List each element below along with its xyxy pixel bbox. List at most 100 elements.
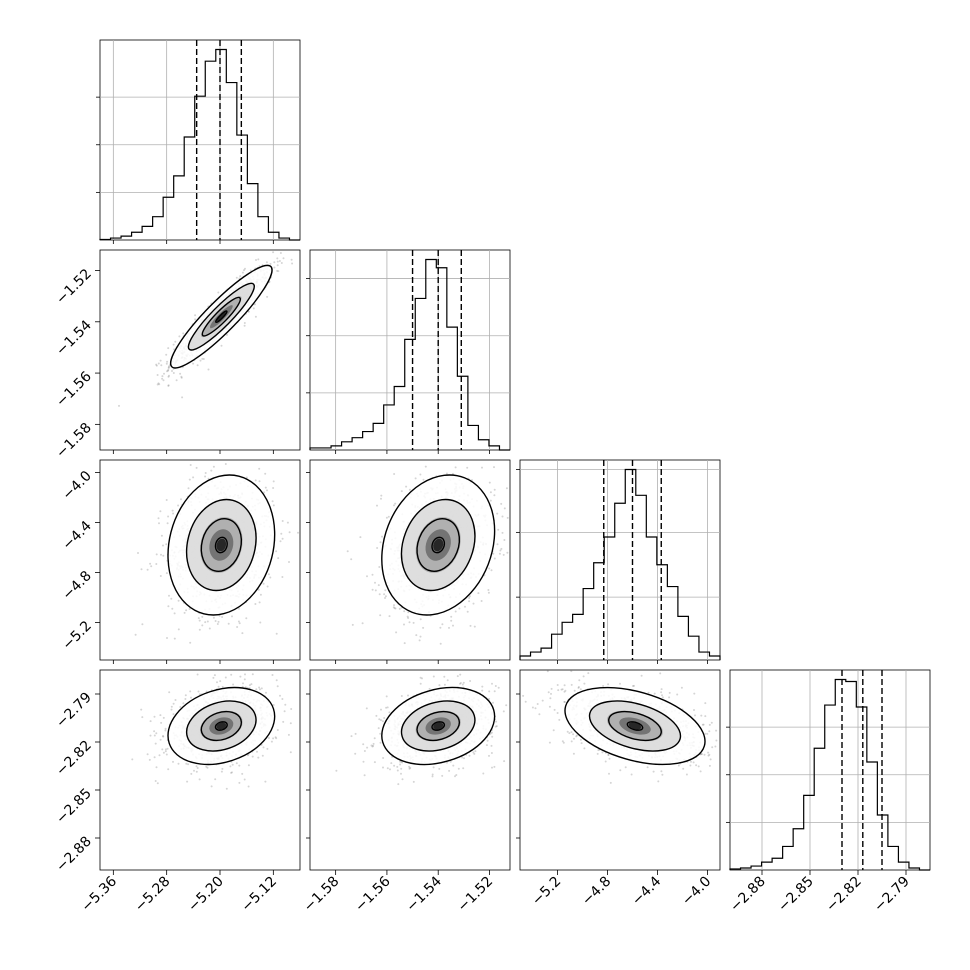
sample-point bbox=[524, 700, 527, 703]
sample-point bbox=[217, 620, 220, 623]
sample-point bbox=[162, 379, 165, 382]
sample-point bbox=[473, 752, 476, 755]
density-fill bbox=[216, 312, 226, 322]
contour-line bbox=[169, 264, 273, 369]
scatter-panel-2-0 bbox=[99, 459, 301, 661]
sample-point bbox=[710, 721, 713, 724]
sample-point bbox=[263, 491, 266, 494]
sample-point bbox=[245, 617, 248, 620]
sample-point bbox=[415, 634, 418, 637]
sample-point bbox=[397, 783, 400, 786]
sample-point bbox=[208, 627, 211, 630]
sample-point bbox=[141, 716, 144, 719]
sample-point bbox=[180, 498, 182, 501]
sample-point bbox=[497, 686, 500, 689]
sample-point bbox=[503, 760, 506, 763]
sample-point bbox=[214, 778, 217, 781]
sample-point bbox=[161, 377, 164, 380]
sample-point bbox=[491, 682, 493, 685]
sample-point bbox=[379, 614, 382, 617]
sample-point bbox=[462, 681, 465, 684]
sample-point bbox=[279, 252, 282, 254]
sample-point bbox=[204, 472, 207, 474]
sample-point bbox=[659, 672, 662, 675]
sample-point bbox=[186, 780, 189, 783]
sample-point bbox=[362, 760, 365, 763]
scatter-panel-3-0 bbox=[99, 669, 301, 871]
sample-point bbox=[393, 504, 395, 507]
sample-point bbox=[155, 563, 158, 565]
sample-point bbox=[412, 621, 415, 624]
sample-point bbox=[464, 605, 466, 608]
sample-point bbox=[489, 499, 492, 502]
sample-point bbox=[280, 532, 283, 535]
sample-point bbox=[254, 479, 257, 482]
sample-point bbox=[157, 382, 160, 385]
sample-point bbox=[694, 714, 696, 717]
sample-point bbox=[394, 502, 397, 505]
sample-point bbox=[407, 694, 409, 697]
sample-point bbox=[354, 732, 357, 735]
sample-point bbox=[468, 595, 471, 598]
sample-point bbox=[217, 685, 220, 688]
sample-point bbox=[496, 512, 499, 515]
sample-point bbox=[190, 772, 193, 775]
sample-point bbox=[167, 384, 170, 387]
sample-point bbox=[192, 476, 195, 479]
sample-point bbox=[380, 708, 382, 711]
sample-point bbox=[472, 602, 475, 605]
sample-point bbox=[432, 675, 435, 678]
sample-point bbox=[267, 737, 270, 739]
sample-point bbox=[212, 616, 215, 619]
sample-point bbox=[273, 261, 276, 264]
sample-point bbox=[202, 358, 205, 360]
sample-point bbox=[272, 480, 275, 483]
sample-point bbox=[388, 615, 391, 618]
sample-point bbox=[346, 550, 349, 553]
sample-point bbox=[290, 258, 293, 261]
sample-point bbox=[247, 764, 250, 767]
sample-point bbox=[400, 490, 403, 493]
sample-point bbox=[487, 591, 490, 594]
contour-line bbox=[416, 518, 461, 572]
scatter-panel-1-0 bbox=[99, 249, 301, 451]
sample-point bbox=[378, 593, 381, 596]
sample-point bbox=[281, 576, 284, 578]
sample-point bbox=[477, 592, 480, 595]
sample-point bbox=[172, 760, 174, 763]
sample-point bbox=[382, 766, 384, 769]
sample-point bbox=[379, 732, 382, 735]
sample-point bbox=[488, 481, 491, 484]
sample-point bbox=[275, 550, 278, 553]
sample-point bbox=[258, 686, 261, 689]
sample-point bbox=[541, 699, 544, 702]
sample-point bbox=[445, 472, 448, 475]
sample-point bbox=[403, 610, 406, 613]
sample-point bbox=[167, 369, 169, 372]
sample-point bbox=[401, 778, 404, 781]
sample-point bbox=[490, 752, 493, 754]
sample-point bbox=[206, 766, 209, 769]
sample-point bbox=[399, 763, 402, 766]
sample-point bbox=[490, 569, 493, 572]
sample-point bbox=[282, 720, 285, 723]
contour-line bbox=[381, 474, 496, 616]
sample-point bbox=[607, 753, 610, 756]
sample-point bbox=[154, 742, 157, 745]
sample-point bbox=[380, 719, 382, 722]
sample-point bbox=[165, 362, 168, 365]
sample-point bbox=[141, 623, 144, 626]
sample-point bbox=[371, 573, 374, 576]
sample-point bbox=[490, 744, 493, 747]
sample-point bbox=[150, 565, 153, 568]
sample-point bbox=[165, 499, 168, 501]
sample-point bbox=[379, 541, 382, 544]
sample-point bbox=[146, 568, 149, 571]
sample-point bbox=[485, 744, 488, 747]
sample-point bbox=[180, 375, 183, 378]
sample-point bbox=[272, 251, 275, 254]
sample-point bbox=[273, 266, 276, 269]
sample-point bbox=[271, 674, 274, 676]
sample-point bbox=[660, 688, 663, 691]
sample-point bbox=[497, 528, 500, 531]
